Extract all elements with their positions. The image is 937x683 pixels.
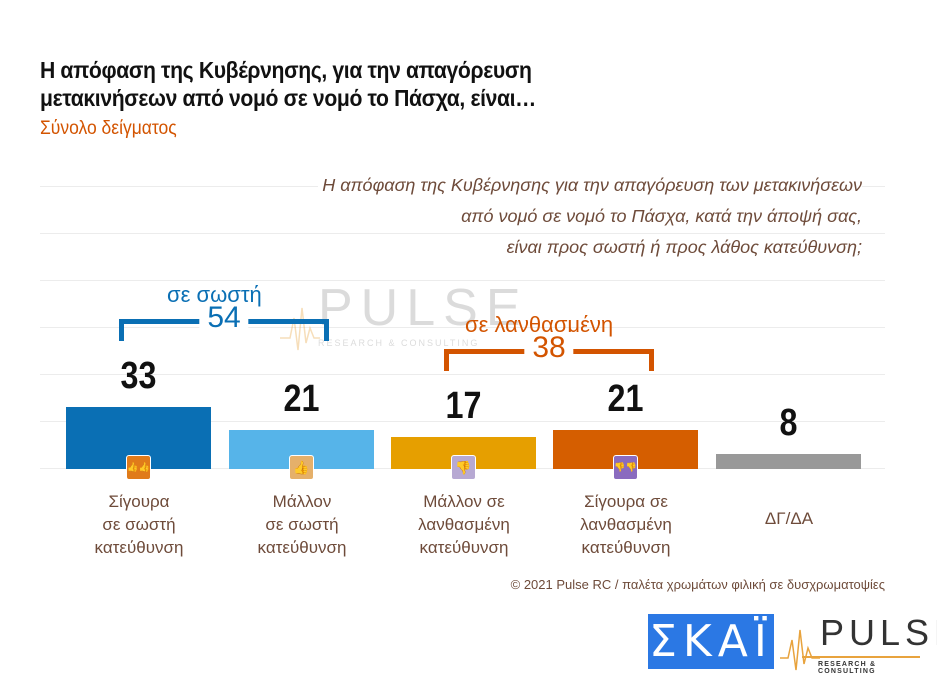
bar-value-label: 33	[120, 355, 157, 397]
category-label-line: κατεύθυνση	[257, 538, 347, 557]
positive-group-bracket: 54	[119, 302, 329, 341]
category-label-line: κατεύθυνση	[581, 538, 671, 557]
category-label: Σίγουρα σε σωστή κατεύθυνση	[59, 490, 219, 559]
copyright-note: © 2021 Pulse RC / παλέτα χρωμάτων φιλική…	[510, 577, 885, 592]
title-line-1: Η απόφαση της Κυβέρνησης, για την απαγόρ…	[40, 57, 532, 83]
category-label-line: κατεύθυνση	[419, 538, 509, 557]
negative-group-bracket: 38	[444, 332, 654, 371]
gridline	[40, 421, 885, 422]
title-line-2: μετακινήσεων από νομό σε νομό το Πάσχα, …	[40, 85, 536, 111]
bar-value-label: 21	[283, 378, 320, 420]
question-line-1: Η απόφαση της Κυβέρνησης για την απαγόρε…	[318, 175, 862, 195]
gridline	[40, 327, 885, 328]
negative-group-total: 38	[524, 332, 574, 364]
subtitle: Σύνολο δείγματος	[40, 118, 177, 139]
pulse-logo-subtext: RESEARCH & CONSULTING	[818, 661, 877, 675]
question-text: Η απόφαση της Κυβέρνησης για την απαγόρε…	[318, 170, 862, 263]
category-label-line: σε σωστή	[265, 515, 339, 534]
double-thumbs-down-icon: 👎👎	[613, 455, 638, 480]
category-label-line: Σίγουρα	[108, 492, 170, 511]
bar	[716, 454, 861, 469]
category-label-line: σε σωστή	[102, 515, 176, 534]
category-label: ΔΓ/ΔΑ	[709, 507, 869, 530]
category-label-line: Μάλλον	[272, 492, 332, 511]
skai-logo: ΣΚΑΪ	[648, 614, 774, 669]
title: Η απόφαση της Κυβέρνησης, για την απαγόρ…	[40, 56, 536, 112]
bar-value-label: 21	[607, 378, 644, 420]
category-label: Σίγουρα σε λανθασμένη κατεύθυνση	[546, 490, 706, 559]
category-label-line: ΔΓ/ΔΑ	[764, 509, 814, 528]
category-label: Μάλλον σε σωστή κατεύθυνση	[222, 490, 382, 559]
category-label-line: Σίγουρα σε	[584, 492, 668, 511]
positive-group-total: 54	[199, 302, 249, 334]
category-label-line: λανθασμένη	[418, 515, 510, 534]
thumbs-down-icon: 👎	[451, 455, 476, 480]
gridline	[40, 280, 885, 281]
bar-value-label: 17	[445, 385, 482, 427]
watermark-subtext: RESEARCH & CONSULTING	[318, 338, 480, 348]
bar-value-label: 8	[779, 402, 798, 444]
double-thumbs-up-icon: 👍👍	[126, 455, 151, 480]
question-line-2: από νομό σε νομό το Πάσχα, κατά την άποψ…	[457, 206, 862, 226]
category-label-line: λανθασμένη	[580, 515, 672, 534]
gridline	[40, 233, 885, 234]
gridline	[40, 374, 885, 375]
category-label-line: Μάλλον σε	[423, 492, 505, 511]
category-label-line: κατεύθυνση	[94, 538, 184, 557]
pulse-logo: PULSE RESEARCH & CONSULTING	[780, 612, 937, 675]
pulse-wave-icon	[780, 629, 820, 671]
pulse-logo-text: PULSE	[820, 612, 937, 653]
question-line-3: είναι προς σωστή ή προς λάθος κατεύθυνση…	[502, 237, 862, 257]
pulse-logo-line	[802, 656, 920, 658]
category-label: Μάλλον σε λανθασμένη κατεύθυνση	[384, 490, 544, 559]
thumbs-up-icon: 👍	[289, 455, 314, 480]
